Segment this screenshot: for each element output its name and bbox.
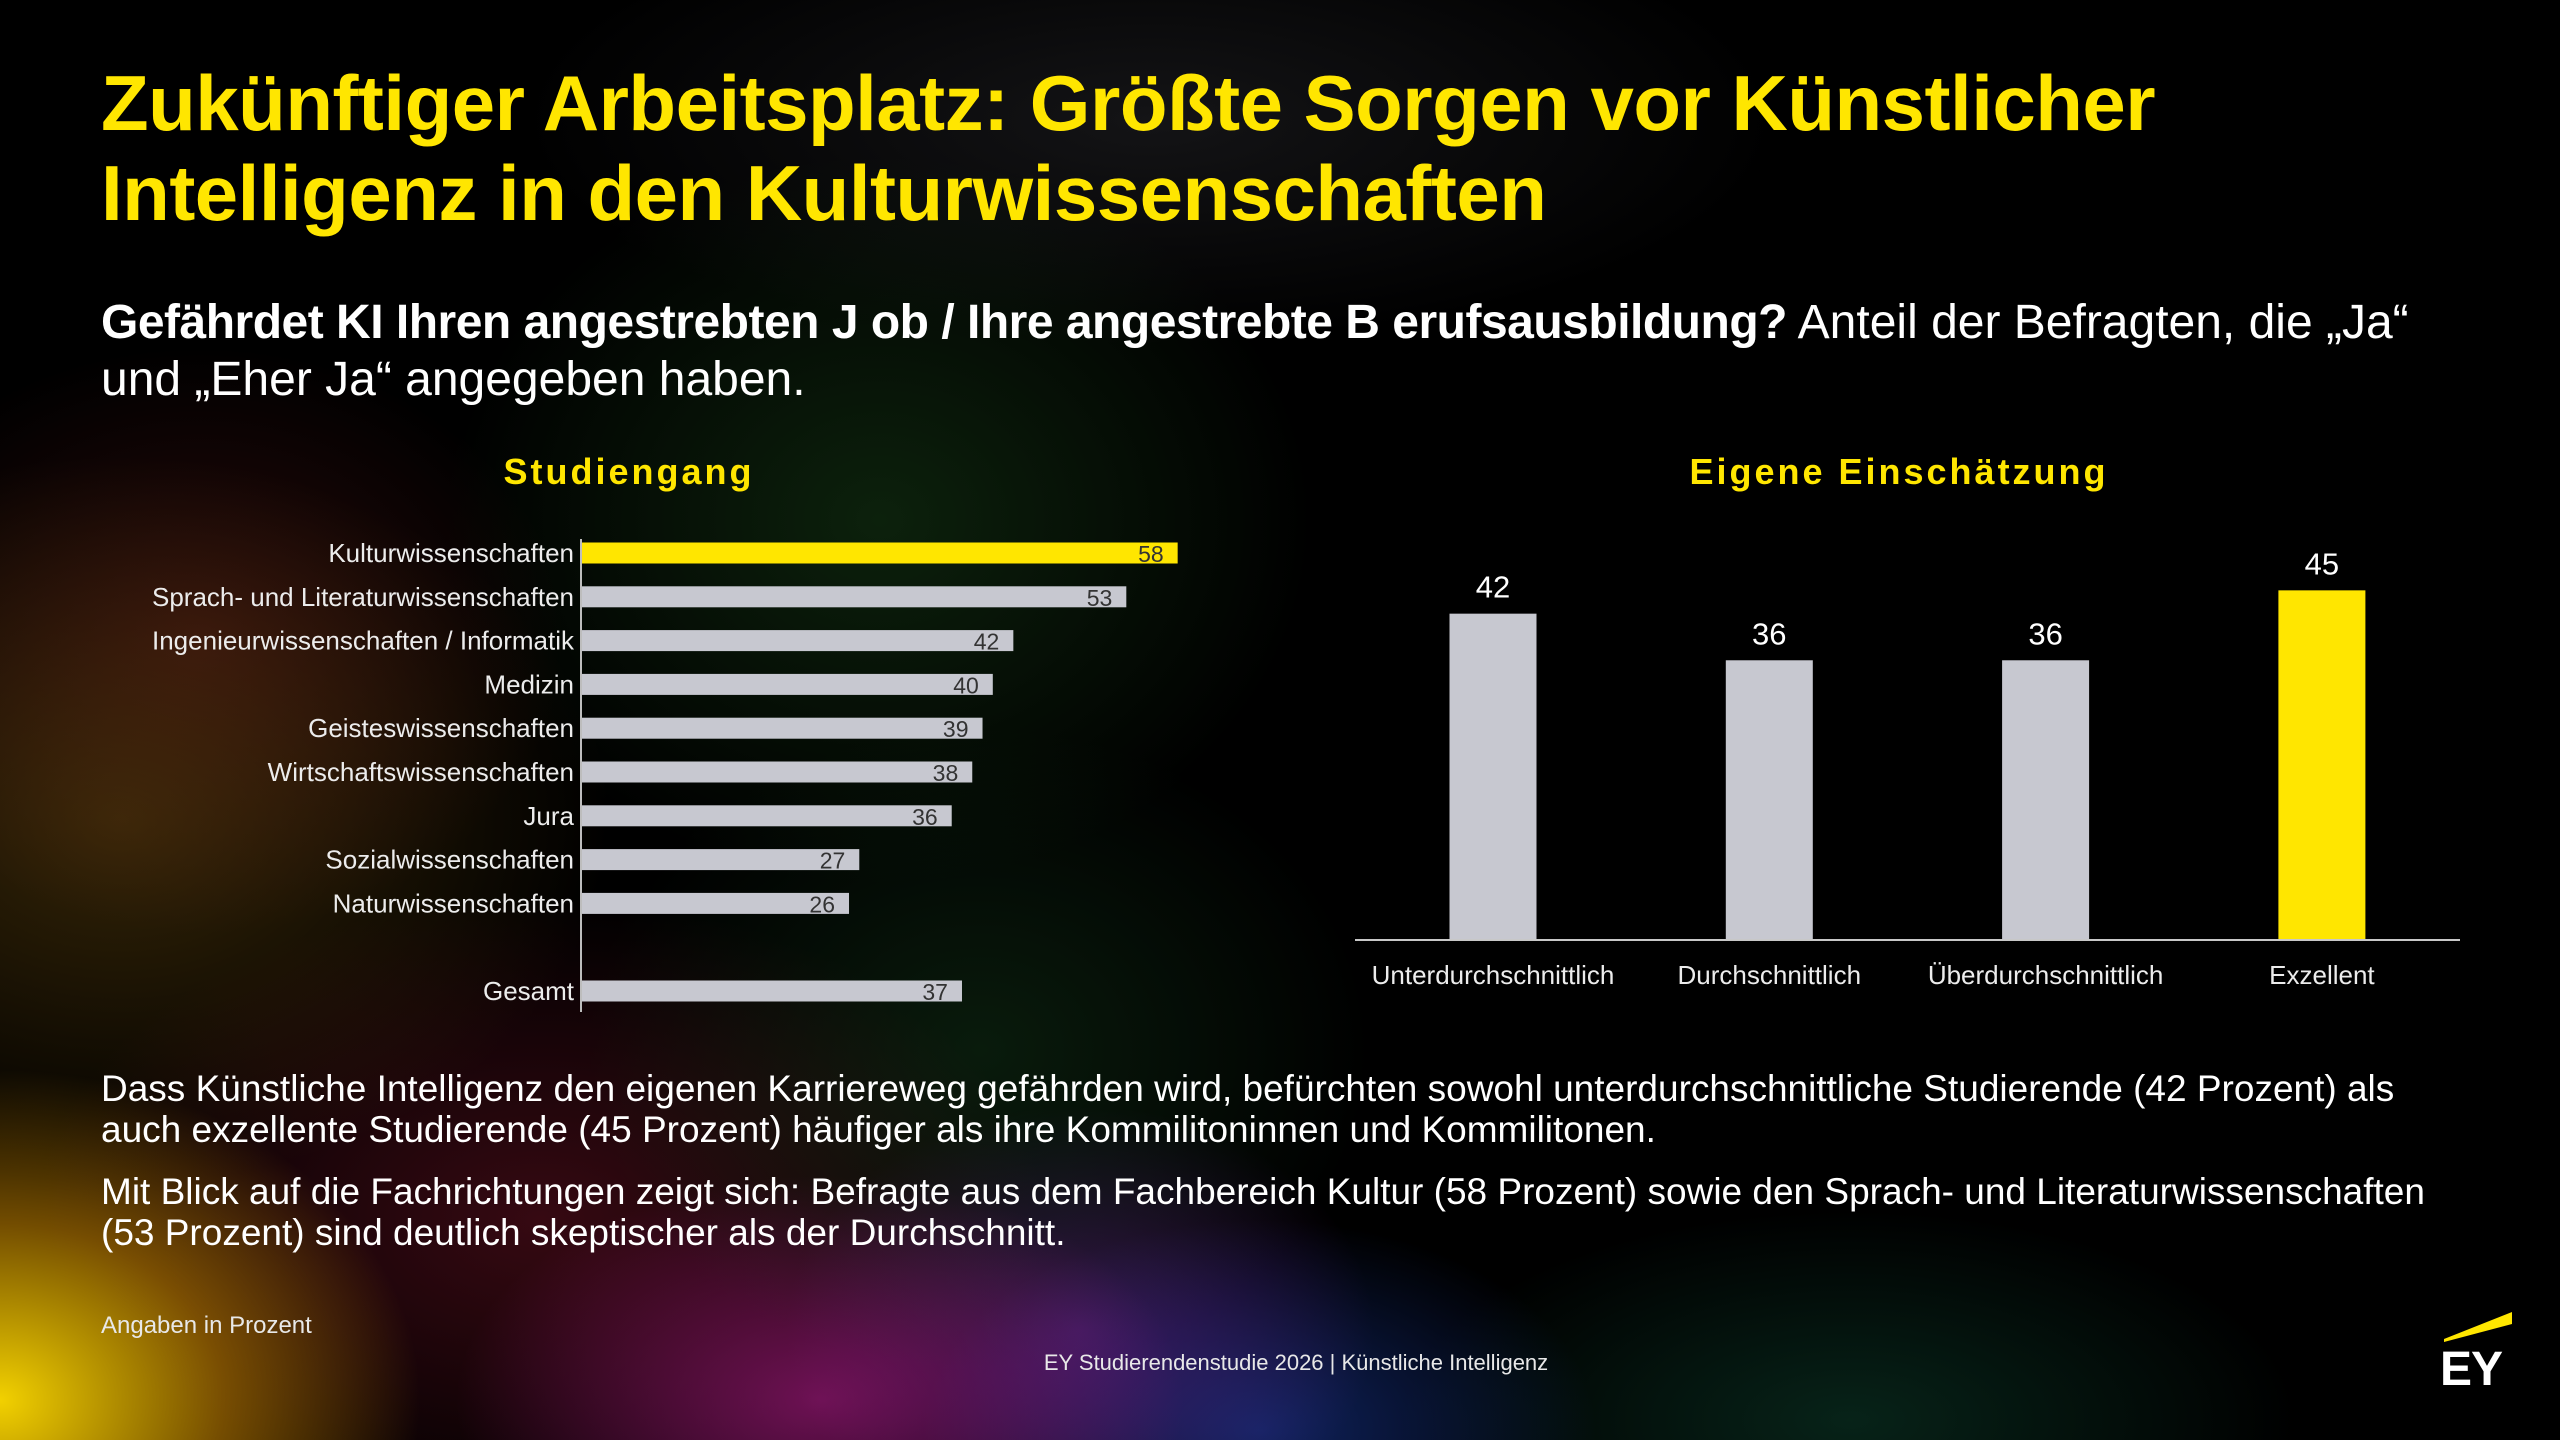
bar-geisteswissenschaften [582,717,983,739]
ey-logo: EY [2440,1343,2503,1396]
survey-question: Gefährdet KI Ihren angestrebten J ob / I… [101,294,2421,408]
category-label-gesamt: Gesamt [483,976,575,1006]
value-label-wirtschaftswissenschaften: 38 [933,760,959,786]
bar-wirtschaftswissenschaften [582,761,973,783]
slide-title: Zukünftiger Arbeitsplatz: Größte Sorgen … [101,59,2156,237]
category-label-jura: Jura [523,801,574,831]
category-label-sozialwissenschaften: Sozialwissenschaften [325,845,574,875]
category-label-durchschnittlich: Durchschnittlich [1678,960,1862,990]
value-label-unterdurchschnittlich: 42 [1476,570,1510,605]
question-text: Gefährdet KI Ihren angestrebten J ob / I… [101,296,1787,349]
value-label-sprach-und-literaturwissenschaften: 53 [1087,585,1113,611]
value-label-ingenieurwissenschaften-informatik: 42 [974,629,1000,655]
bar-ueberdurchschnittlich [2002,660,2090,940]
category-label-naturwissenschaften: Naturwissenschaften [333,888,574,918]
value-label-geisteswissenschaften: 39 [943,716,969,742]
unit-note: Angaben in Prozent [101,1312,312,1339]
bar-exzellent [2278,590,2366,940]
category-label-ingenieurwissenschaften-informatik: Ingenieurwissenschaften / Informatik [152,626,575,656]
bar-sprach-und-literaturwissenschaften [582,586,1127,608]
bar-medizin [582,673,993,695]
value-label-exzellent: 45 [2305,546,2339,581]
bar-durchschnittlich [1725,660,1813,940]
value-label-jura: 36 [912,804,938,830]
findings-text: Dass Künstliche Intelligenz den eigenen … [101,1068,2461,1274]
bar-unterdurchschnittlich [1449,613,1537,940]
chart-title-eigene-einschaetzung: Eigene Einschätzung [1689,451,2109,492]
finding-paragraph: Dass Künstliche Intelligenz den eigenen … [101,1068,2395,1150]
chart-title-studiengang: Studiengang [503,451,755,492]
value-label-naturwissenschaften: 26 [809,891,835,917]
bar-gesamt [582,980,962,1002]
bar-naturwissenschaften [582,892,850,914]
category-label-geisteswissenschaften: Geisteswissenschaften [308,713,574,743]
category-label-ueberdurchschnittlich: Überdurchschnittlich [1928,960,2164,990]
footer-source: EY Studierendenstudie 2026 | Künstliche … [1043,1350,1549,1375]
column-chart-eigene-einschaetzung: 42 Unterdurchschnittlich 36 Durchschnittlic… [1355,546,2460,990]
category-label-wirtschaftswissenschaften: Wirtschaftswissenschaften [268,757,574,787]
question-note: Anteil der Befragten, die „Ja“ und „Eher… [101,296,2409,406]
value-label-gesamt: 37 [922,979,948,1005]
category-label-sprach-und-literaturwissenschaften: Sprach- und Literaturwissenschaften [152,582,574,612]
bar-ingenieurwissenschaften-informatik [582,630,1014,652]
value-label-kulturwissenschaften: 58 [1138,541,1164,567]
category-label-unterdurchschnittlich: Unterdurchschnittlich [1372,960,1615,990]
bar-chart-studiengang: Kulturwissenschaften 58 Sprach- und Litera… [152,538,1178,1012]
value-label-sozialwissenschaften: 27 [820,848,846,874]
category-label-kulturwissenschaften: Kulturwissenschaften [328,538,574,568]
value-label-ueberdurchschnittlich: 36 [2028,616,2062,651]
bar-kulturwissenschaften [582,542,1178,564]
category-label-medizin: Medizin [484,669,574,699]
finding-paragraph: Mit Blick auf die Fachrichtungen zeigt s… [101,1171,2425,1253]
value-label-durchschnittlich: 36 [1752,616,1786,651]
bar-sozialwissenschaften [582,849,860,871]
value-label-medizin: 40 [953,672,979,698]
ey-logo-beam-icon [2444,1312,2512,1342]
category-label-exzellent: Exzellent [2269,960,2375,990]
logo-beam-shape [2444,1312,2512,1342]
bar-jura [582,805,952,827]
